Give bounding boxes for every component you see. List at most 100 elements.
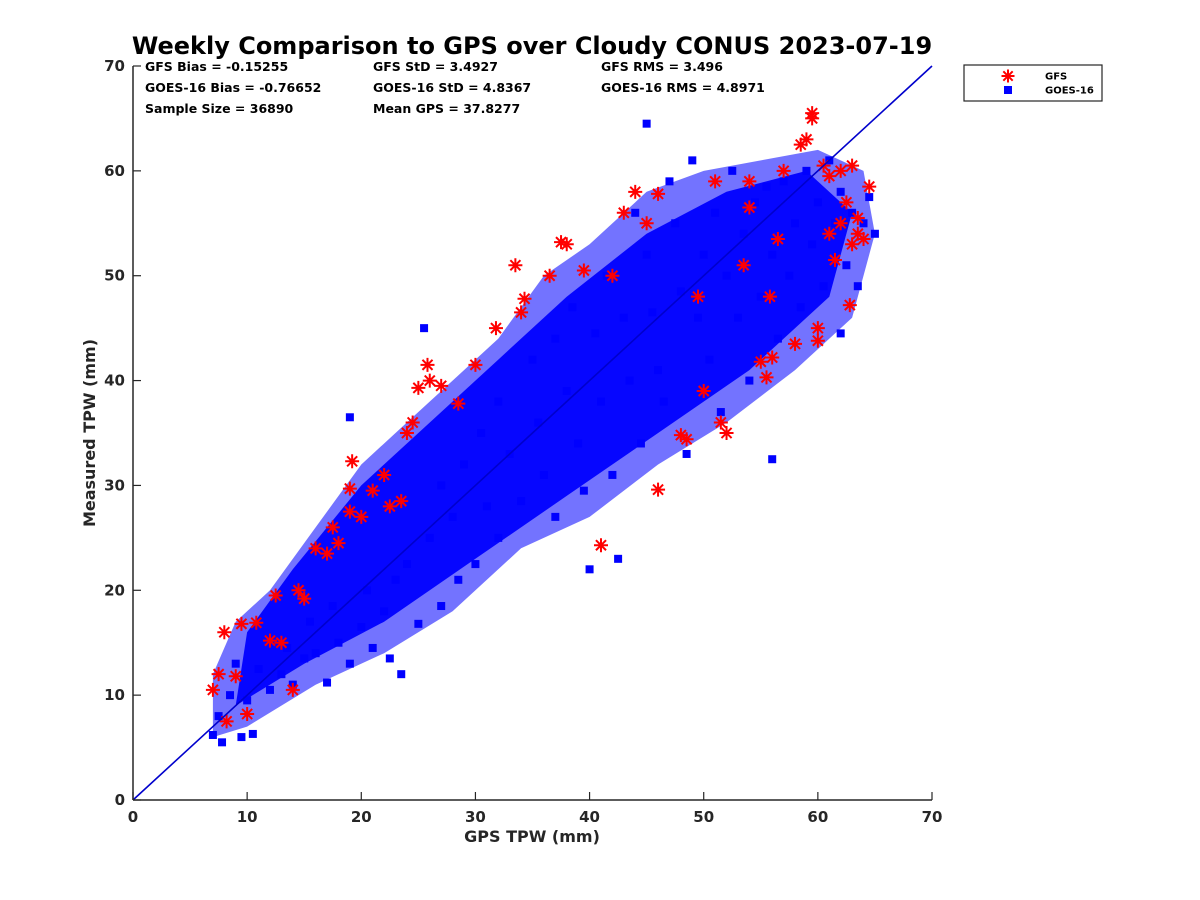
gfs-point	[451, 396, 466, 411]
goes16-point	[305, 617, 314, 626]
gfs-point	[651, 186, 666, 201]
gfs-point	[514, 305, 529, 320]
gfs-point	[377, 467, 392, 482]
goes16-point	[699, 250, 708, 259]
gfs-point	[842, 298, 857, 313]
stat-text: Sample Size = 36890	[145, 101, 294, 116]
y-tick-label: 70	[104, 57, 125, 75]
gfs-point	[810, 333, 825, 348]
goes16-point	[568, 303, 577, 312]
gfs-point	[342, 504, 357, 519]
goes16-point	[517, 497, 526, 506]
gfs-point	[593, 538, 608, 553]
gfs-point	[268, 588, 283, 603]
goes16-point	[836, 187, 845, 196]
goes16-point	[328, 602, 337, 611]
goes16-point	[345, 659, 354, 668]
goes16-point	[579, 486, 588, 495]
goes16-point	[551, 334, 560, 343]
goes16-point	[768, 250, 777, 259]
goes16-point	[676, 287, 685, 296]
goes16-point	[448, 512, 457, 521]
goes16-point	[454, 575, 463, 584]
stat-text: Mean GPS = 37.8277	[373, 101, 520, 116]
goes16-point	[842, 261, 851, 270]
legend-goes16-marker	[1004, 86, 1012, 94]
gfs-point	[770, 232, 785, 247]
gfs-point	[850, 226, 865, 241]
stat-text: GFS Bias = -0.15255	[145, 59, 288, 74]
gfs-point	[845, 237, 860, 252]
goes16-point	[300, 654, 309, 663]
goes16-point	[733, 313, 742, 322]
gfs-point	[345, 454, 360, 469]
goes16-point	[756, 292, 765, 301]
gfs-point	[605, 268, 620, 283]
gfs-point	[576, 263, 591, 278]
goes16-point	[865, 193, 874, 202]
gfs-point	[342, 481, 357, 496]
goes16-point	[751, 198, 760, 207]
goes16-point	[562, 387, 571, 396]
goes16-point	[539, 470, 548, 479]
goes16-point	[716, 408, 725, 417]
goes16-point	[237, 733, 246, 742]
gfs-point	[639, 216, 654, 231]
goes16-point	[591, 329, 600, 338]
goes16-point	[585, 565, 594, 574]
gfs-point	[219, 714, 234, 729]
gfs-point	[856, 232, 871, 247]
goes16-point	[688, 156, 697, 165]
one-to-one-line	[132, 65, 933, 801]
goes16-point	[796, 303, 805, 312]
goes16-point	[836, 329, 845, 338]
x-tick-label: 0	[128, 808, 138, 826]
x-tick-label: 30	[465, 808, 486, 826]
gfs-point	[691, 289, 706, 304]
goes16-point	[859, 219, 868, 228]
goes16-point	[574, 439, 583, 448]
goes16-point	[494, 533, 503, 542]
goes16-point	[482, 502, 491, 511]
y-tick-label: 0	[115, 791, 125, 809]
legend-label: GOES-16	[1045, 86, 1094, 97]
goes16-point	[402, 560, 411, 569]
y-tick-label: 30	[104, 476, 125, 494]
goes16-point	[654, 366, 663, 375]
gfs-point	[793, 137, 808, 152]
goes16-point	[323, 678, 332, 687]
gfs-point	[679, 432, 694, 447]
gfs-point	[759, 370, 774, 385]
gfs-point	[833, 163, 848, 178]
goes16-point	[648, 308, 657, 317]
goes16-point	[231, 659, 240, 668]
goes16-point	[494, 397, 503, 406]
x-tick-label: 60	[807, 808, 828, 826]
gfs-point	[354, 509, 369, 524]
gfs-point	[616, 205, 631, 220]
gfs-point	[308, 541, 323, 556]
goes16-point	[682, 449, 691, 458]
gfs-point	[850, 211, 865, 226]
goes16-point	[870, 229, 879, 238]
gfs-point	[559, 237, 574, 252]
gfs-point	[845, 158, 860, 173]
goes16-point	[608, 470, 617, 479]
goes16-point	[248, 729, 257, 738]
gfs-point	[673, 428, 688, 443]
goes16-point	[362, 586, 371, 595]
goes16-point	[243, 696, 252, 705]
gfs-point	[399, 426, 414, 440]
goes16-point	[625, 376, 634, 385]
gfs-point	[805, 111, 820, 126]
goes16-point	[819, 282, 828, 291]
y-tick-label: 40	[104, 372, 125, 390]
gfs-point	[382, 499, 397, 514]
chart-title: Weekly Comparison to GPS over Cloudy CON…	[132, 32, 932, 60]
goes16-point	[368, 643, 377, 652]
gfs-point	[234, 616, 249, 631]
goes16-point	[728, 166, 737, 175]
goes16-point	[345, 413, 354, 422]
gfs-point	[736, 258, 751, 273]
goes16-point	[477, 429, 486, 437]
